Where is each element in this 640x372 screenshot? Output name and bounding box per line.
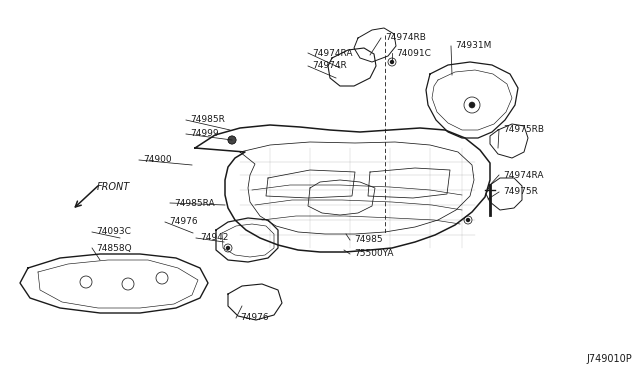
Text: J749010P: J749010P: [586, 354, 632, 364]
Circle shape: [122, 278, 134, 290]
Text: 74985RA: 74985RA: [174, 199, 214, 208]
Text: 74974RA: 74974RA: [503, 170, 543, 180]
Text: 75500YA: 75500YA: [354, 250, 394, 259]
Text: 74985: 74985: [354, 235, 383, 244]
Text: 74976: 74976: [169, 218, 198, 227]
Circle shape: [464, 97, 480, 113]
Circle shape: [224, 244, 232, 252]
Text: 74858Q: 74858Q: [96, 244, 132, 253]
Text: 74976: 74976: [240, 314, 269, 323]
Text: 74974R: 74974R: [312, 61, 347, 71]
Circle shape: [464, 216, 472, 224]
Text: 74942: 74942: [200, 234, 228, 243]
Text: 74975R: 74975R: [503, 187, 538, 196]
Text: 74093C: 74093C: [96, 228, 131, 237]
Text: 74975RB: 74975RB: [503, 125, 544, 135]
Circle shape: [390, 61, 394, 64]
Circle shape: [156, 272, 168, 284]
Circle shape: [227, 247, 230, 250]
Circle shape: [469, 102, 475, 108]
Text: 74999: 74999: [190, 129, 219, 138]
Text: 74974RB: 74974RB: [385, 33, 426, 42]
Circle shape: [467, 218, 470, 221]
Circle shape: [80, 276, 92, 288]
Circle shape: [230, 138, 234, 141]
Circle shape: [388, 58, 396, 66]
Text: 74974RA: 74974RA: [312, 48, 353, 58]
Circle shape: [228, 136, 236, 144]
Text: 74931M: 74931M: [455, 42, 492, 51]
Text: 74985R: 74985R: [190, 115, 225, 125]
Text: 74091C: 74091C: [396, 48, 431, 58]
Text: FRONT: FRONT: [97, 182, 131, 192]
Text: 74900: 74900: [143, 155, 172, 164]
Circle shape: [228, 136, 236, 144]
